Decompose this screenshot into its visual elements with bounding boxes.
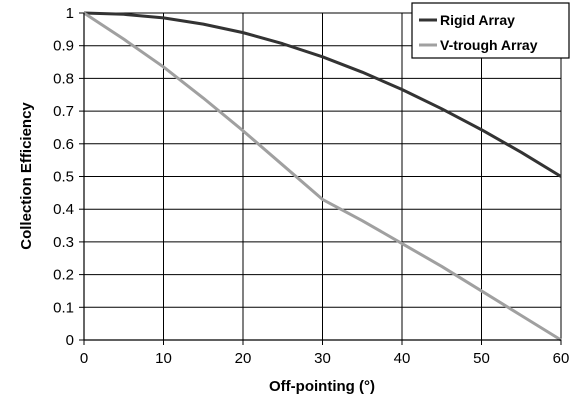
series-layer bbox=[83, 11, 562, 342]
x-tick-label: 50 bbox=[473, 350, 490, 367]
y-tick-label: 0.3 bbox=[53, 234, 74, 251]
y-tick-label: 0.6 bbox=[53, 136, 74, 153]
x-tick-label: 20 bbox=[235, 350, 252, 367]
y-tick-label: 0.5 bbox=[53, 169, 74, 186]
legend-box bbox=[411, 2, 570, 59]
x-axis-title: Off-pointing (°) bbox=[269, 378, 375, 395]
y-tick-label: 0.1 bbox=[53, 299, 74, 316]
legend-label-rigid-array: Rigid Array bbox=[440, 12, 515, 28]
tick-labels: 00.10.20.30.40.50.60.70.80.910 10 20 30 40 50… bbox=[53, 5, 569, 367]
y-tick-label: 0.4 bbox=[53, 201, 74, 218]
legend: Rigid Array V-trough Array bbox=[411, 2, 570, 59]
y-tick-label: 0.8 bbox=[53, 70, 74, 87]
y-tick-label: 0.2 bbox=[53, 267, 74, 284]
y-tick-label: 1 bbox=[66, 5, 74, 22]
y-tick-label: 0.7 bbox=[53, 103, 74, 120]
x-tick-label: 60 bbox=[553, 350, 570, 367]
y-tick-label: 0 bbox=[66, 332, 74, 349]
x-tick-label: 0 bbox=[80, 350, 88, 367]
series-line-v-trough-array bbox=[83, 11, 562, 342]
y-tick-label: 0.9 bbox=[53, 38, 74, 55]
y-axis-title: Collection Efficiency bbox=[18, 102, 35, 250]
x-tick-label: 40 bbox=[394, 350, 411, 367]
x-tick-label: 30 bbox=[314, 350, 331, 367]
series-line-rigid-array bbox=[83, 11, 562, 178]
x-tick-label: 10 bbox=[155, 350, 172, 367]
axes bbox=[79, 12, 562, 345]
legend-label-v-trough-array: V-trough Array bbox=[440, 37, 538, 53]
